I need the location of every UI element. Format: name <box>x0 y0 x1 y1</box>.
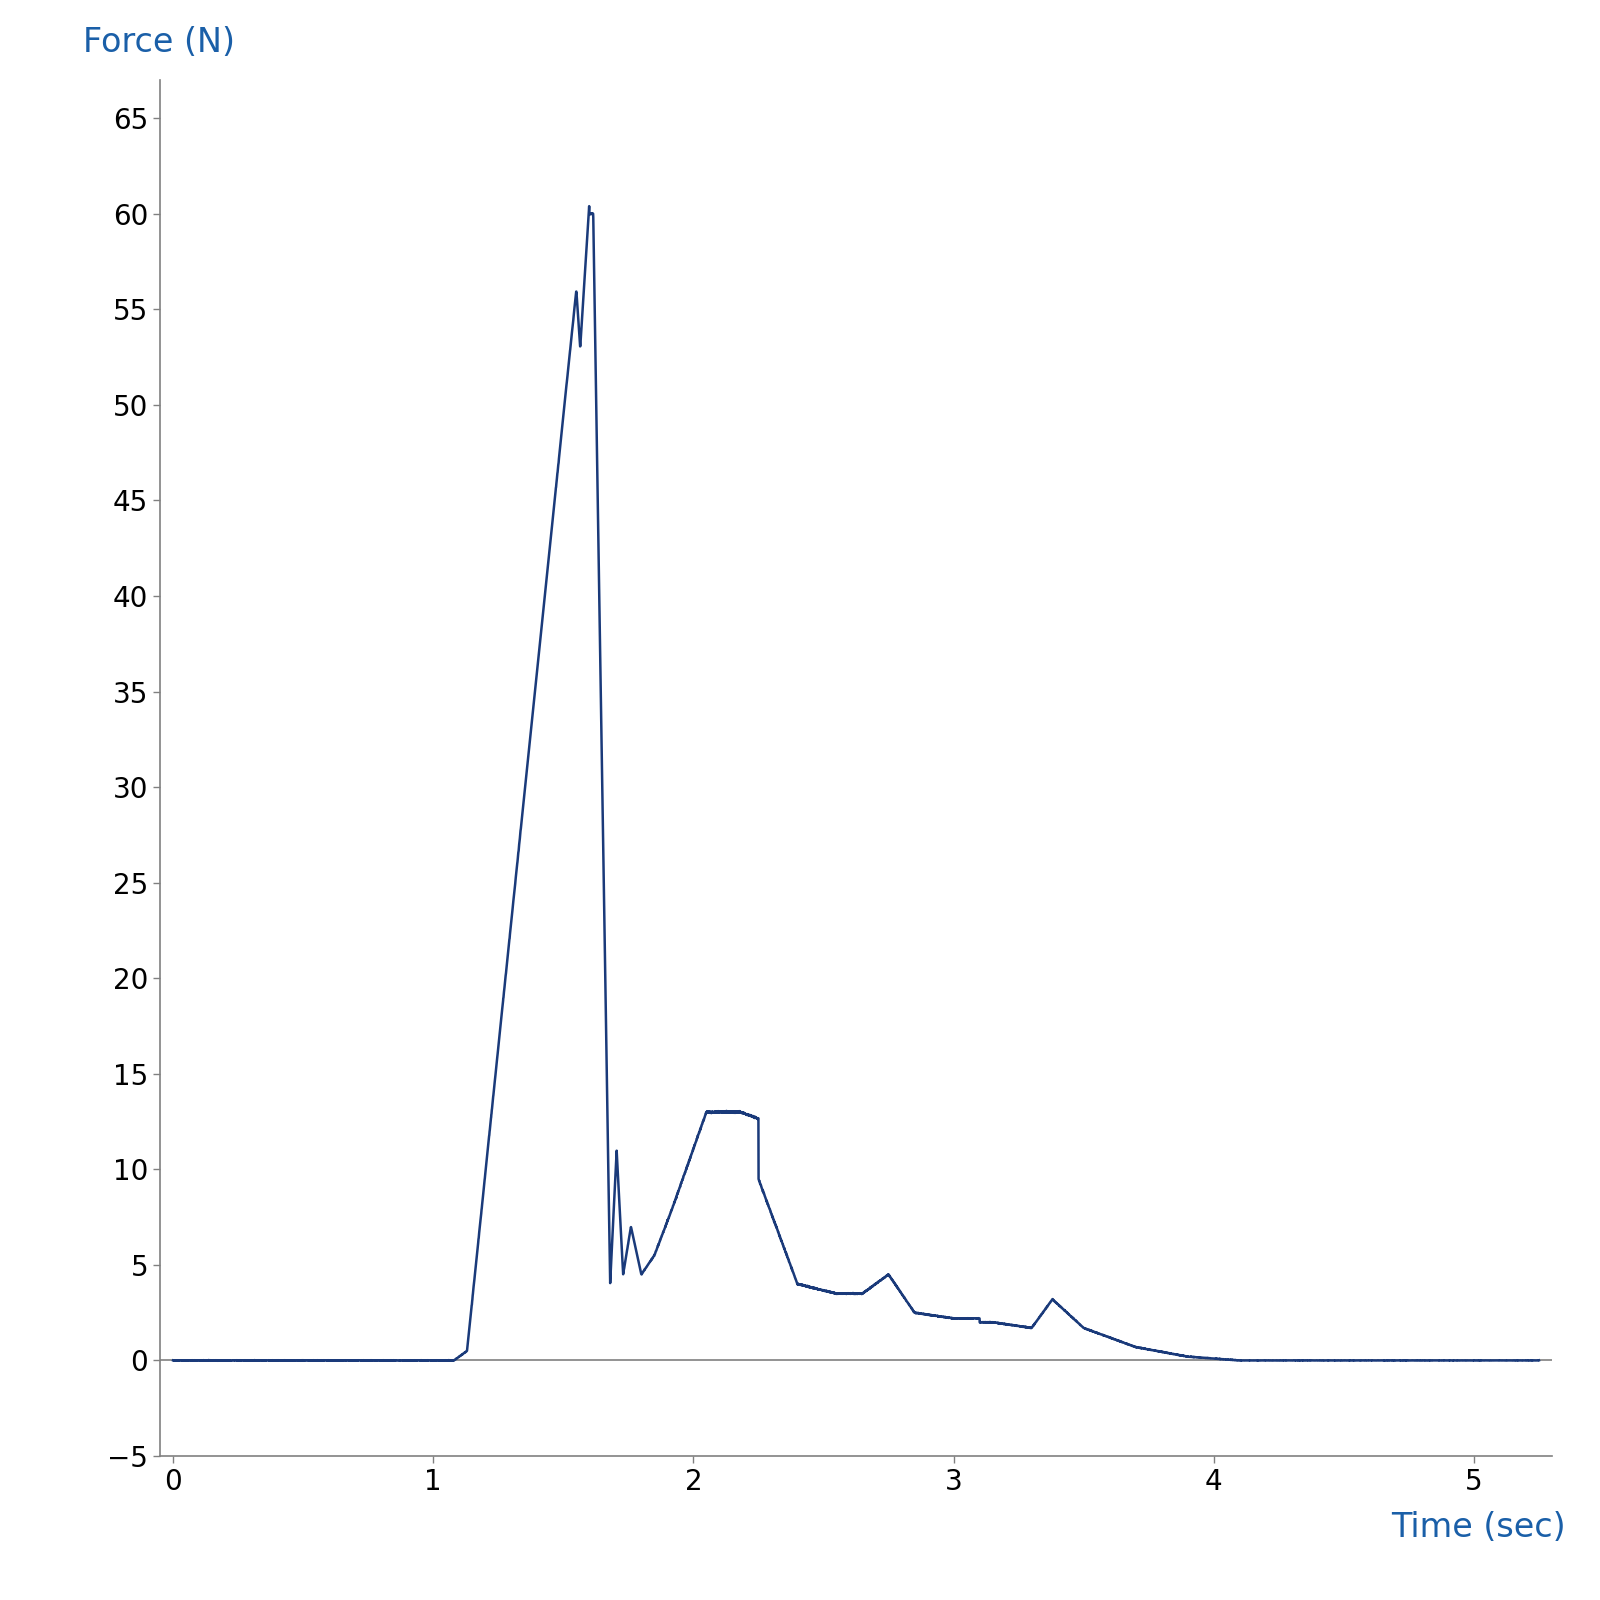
X-axis label: Time (sec): Time (sec) <box>1392 1510 1566 1544</box>
Y-axis label: Force (N): Force (N) <box>83 26 235 59</box>
